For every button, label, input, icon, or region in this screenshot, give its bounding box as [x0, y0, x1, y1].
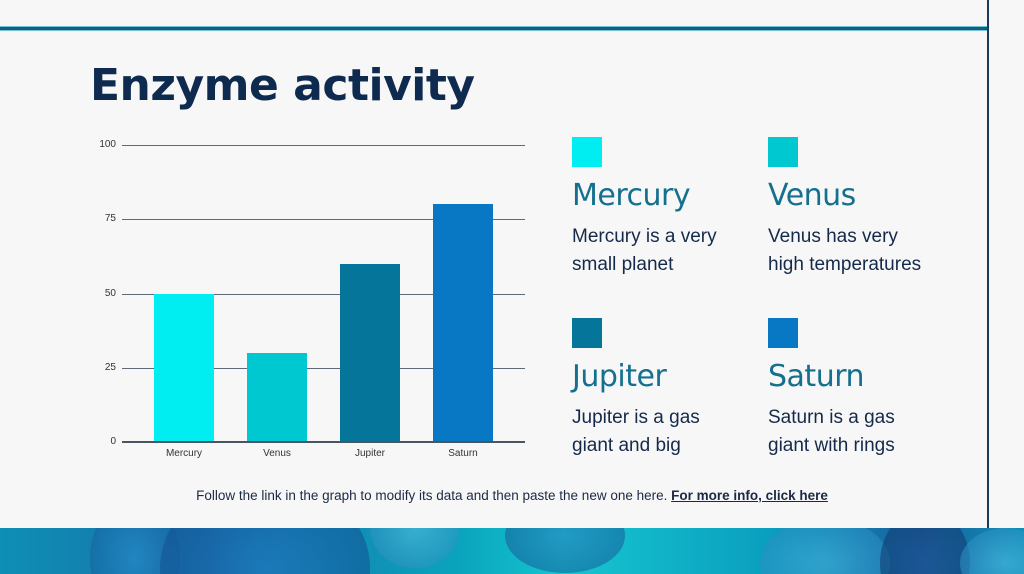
description-line: high temperatures — [768, 254, 922, 275]
description-line: Saturn is a gas — [768, 407, 895, 428]
description-line: giant and big — [572, 435, 681, 456]
y-tick-label: 50 — [104, 288, 116, 299]
legend-description: Saturn is a gas giant with rings — [768, 404, 958, 460]
bar-saturn[interactable] — [433, 204, 493, 442]
x-tick-label: Saturn — [448, 448, 478, 459]
color-swatch — [572, 137, 602, 167]
legend-item-mercury: Mercury Mercury is a very small planet — [572, 137, 762, 279]
color-swatch — [768, 318, 798, 348]
cell-shape — [960, 528, 1024, 574]
legend-description: Mercury is a very small planet — [572, 223, 762, 279]
cell-shape — [160, 528, 370, 574]
legend-item-saturn: Saturn Saturn is a gas giant with rings — [768, 318, 958, 460]
legend-heading: Venus — [768, 178, 856, 213]
x-tick-label: Mercury — [165, 448, 203, 459]
description-line: small planet — [572, 254, 674, 275]
cell-shape — [370, 528, 460, 568]
bar-venus[interactable] — [247, 352, 307, 442]
legend-heading: Jupiter — [572, 359, 667, 394]
footer-note: Follow the link in the graph to modify i… — [0, 488, 1024, 503]
description-line: giant with rings — [768, 435, 895, 456]
slide-title: Enzyme activity — [90, 60, 475, 111]
y-tick-label: 25 — [104, 362, 116, 373]
y-tick-label: 0 — [110, 436, 116, 447]
legend-item-jupiter: Jupiter Jupiter is a gas giant and big — [572, 318, 762, 460]
more-info-link[interactable]: For more info, click here — [671, 488, 828, 503]
legend-description: Jupiter is a gas giant and big — [572, 404, 762, 460]
bar-mercury[interactable] — [154, 293, 214, 442]
gridline-100 — [122, 145, 525, 146]
gridline-25 — [122, 368, 525, 369]
top-divider — [0, 27, 988, 30]
legend-heading: Saturn — [768, 359, 865, 394]
legend-heading: Mercury — [572, 178, 691, 213]
legend-description: Venus has very high temperatures — [768, 223, 958, 279]
y-tick-label: 100 — [99, 139, 116, 150]
x-tick-label: Venus — [263, 448, 291, 459]
bar-chart[interactable]: 100 75 50 25 0 Mercury Venus Jupiter Sat… — [0, 0, 540, 480]
cell-shape — [760, 528, 890, 574]
x-axis-line — [122, 441, 525, 443]
cell-shape — [880, 528, 970, 574]
description-line: Jupiter is a gas — [572, 407, 700, 428]
y-tick-label: 75 — [104, 213, 116, 224]
gridline-50 — [122, 294, 525, 295]
x-tick-label: Jupiter — [354, 448, 385, 459]
cell-shape — [505, 528, 625, 573]
color-swatch — [768, 137, 798, 167]
footer-text: Follow the link in the graph to modify i… — [196, 488, 672, 503]
legend-item-venus: Venus Venus has very high temperatures — [768, 137, 958, 279]
bacteria-image-band — [0, 528, 1024, 574]
description-line: Mercury is a very — [572, 226, 717, 247]
right-divider — [987, 0, 989, 528]
color-swatch — [572, 318, 602, 348]
description-line: Venus has very — [768, 226, 898, 247]
gridline-75 — [122, 219, 525, 220]
bar-jupiter[interactable] — [340, 263, 400, 442]
